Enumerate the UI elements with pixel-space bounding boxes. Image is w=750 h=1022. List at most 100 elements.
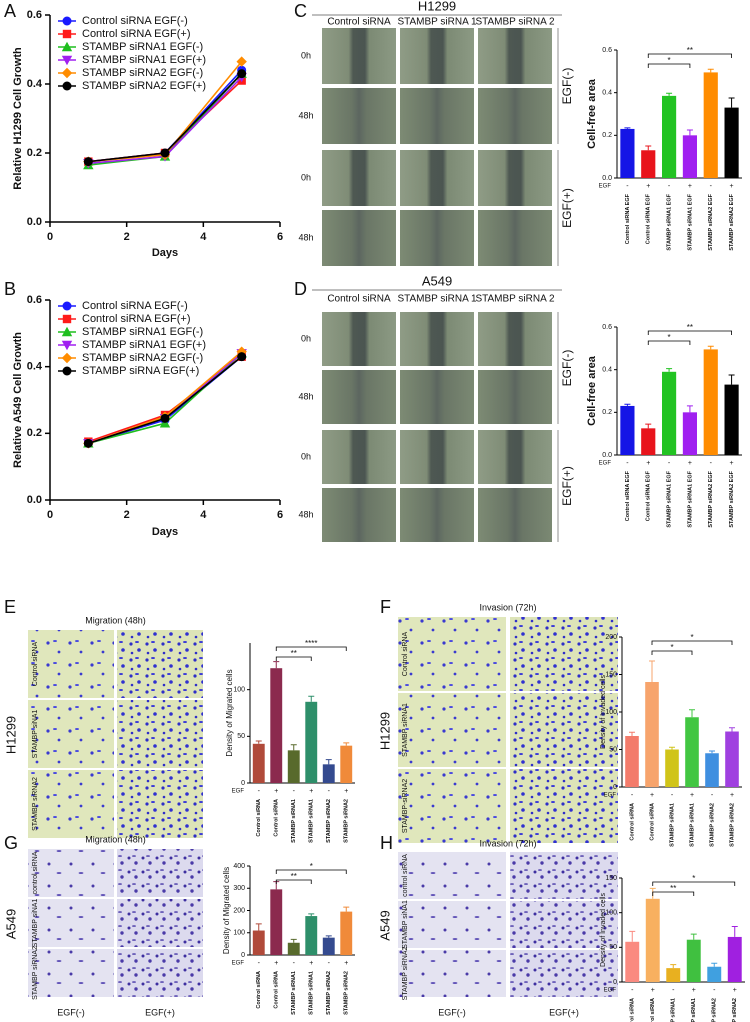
cell-line-label: A549	[3, 909, 18, 939]
y-tick-label: 0.4	[602, 367, 612, 374]
panel-title: Migration (48h)	[85, 615, 146, 625]
legend-label: Control siRNA EGF(+)	[82, 28, 191, 40]
egf-label: EGF	[599, 461, 612, 467]
y-tick-label: 0.4	[27, 361, 43, 373]
group-label: EGF(+)	[560, 466, 574, 506]
panel-title: A549	[422, 273, 452, 288]
error-bar	[645, 145, 652, 151]
bar	[665, 749, 679, 787]
marker	[62, 314, 72, 324]
egf-sign: +	[274, 960, 278, 967]
column-label: EGF(+)	[145, 1007, 175, 1017]
x-tick-label: STAMBP siRNA1	[669, 803, 675, 847]
scratch-image	[478, 28, 552, 84]
significance-label: **	[687, 46, 693, 55]
transwell-image	[28, 899, 114, 947]
x-tick-label: 2	[124, 509, 130, 521]
egf-sign: +	[309, 960, 313, 967]
x-tick-label: STAMBP siRNA1 EGF	[667, 193, 673, 250]
legend-label: STAMBP siRNA EGF(+)	[82, 365, 199, 377]
transwell-image	[28, 770, 114, 838]
error-bar	[325, 935, 332, 938]
egf-sign: +	[344, 788, 348, 795]
scratch-image	[400, 28, 474, 84]
bar	[252, 743, 265, 783]
bar	[666, 968, 681, 982]
x-tick-label: Control siRNA EGF	[646, 470, 652, 521]
row-label: control siRNA	[402, 854, 409, 897]
transwell-image	[398, 769, 506, 843]
x-tick-label: Control siRNA EGF	[625, 470, 631, 521]
x-tick-label: 6	[277, 509, 283, 521]
row-label: 48h	[298, 232, 313, 242]
bar	[322, 764, 335, 783]
panel-letter: A	[4, 1, 16, 21]
y-tick-label: 0.2	[602, 409, 612, 416]
x-axis-label: Days	[152, 526, 178, 538]
marker	[62, 301, 72, 311]
scratch-image	[322, 150, 396, 206]
x-tick-label: STAMBP siRNA1 EGF	[687, 193, 693, 250]
bar	[625, 736, 639, 787]
bar	[682, 412, 697, 455]
egf-sign: -	[631, 792, 634, 799]
x-tick-label: Control siRNA EGF	[625, 193, 631, 244]
bar	[270, 668, 283, 783]
egf-sign: -	[328, 788, 331, 795]
egf-sign: -	[710, 460, 713, 467]
egf-sign: -	[293, 788, 296, 795]
significance-bracket	[647, 340, 691, 345]
x-tick-label: STAMBP siRNA2 EGF	[729, 470, 735, 527]
x-tick-label: Control siRNA	[630, 998, 636, 1022]
x-tick-label: Control siRNA	[274, 971, 280, 1009]
transwell-image	[510, 693, 618, 767]
egf-sign: +	[690, 792, 694, 799]
transwell-image	[117, 899, 203, 947]
scratch-image	[322, 488, 396, 542]
x-tick-label: STAMBP siRNA2 EGF	[708, 193, 714, 250]
x-tick-label: 6	[277, 231, 283, 243]
marker	[61, 67, 73, 79]
significance-label: *	[668, 56, 671, 65]
egf-sign: +	[344, 960, 348, 967]
transwell-image	[117, 949, 203, 997]
x-axis-label: Days	[152, 247, 178, 259]
panel-title: Migration (48h)	[85, 834, 146, 844]
significance-bracket	[651, 650, 693, 655]
y-tick-label: 0	[613, 784, 617, 791]
row-label: STAMBP siNA1	[32, 710, 39, 759]
bar	[270, 889, 283, 955]
transwell-image	[398, 617, 506, 691]
egf-sign: -	[711, 792, 714, 799]
x-tick-label: STAMBP siRNA1	[291, 799, 297, 843]
x-tick-label: STAMBP siRNA2	[712, 998, 718, 1022]
scratch-image	[400, 150, 474, 206]
scratch-image	[478, 150, 552, 206]
error-bar	[690, 933, 697, 940]
error-bar	[729, 727, 735, 732]
bar	[645, 898, 660, 982]
legend-label: STAMBP siRNA2 EGF(-)	[82, 352, 203, 364]
error-bar	[343, 906, 350, 912]
bar	[705, 753, 719, 787]
significance-bracket	[275, 646, 347, 651]
y-tick-label: 300	[233, 885, 245, 892]
significance-bracket	[652, 881, 736, 886]
error-bar	[629, 731, 635, 736]
column-label: EGF(+)	[549, 1007, 579, 1017]
scratch-image	[322, 88, 396, 144]
x-tick-label: STAMBP siRNA1 EGF	[667, 470, 673, 527]
column-label: Control siRNA	[327, 294, 391, 305]
bar	[287, 942, 300, 955]
legend-label: STAMBP siRNA1 EGF(+)	[82, 339, 206, 351]
cell-line-label: H1299	[3, 716, 18, 754]
y-tick-label: 0	[241, 952, 245, 959]
y-tick-label: 0.2	[27, 147, 42, 159]
marker	[83, 157, 93, 167]
x-tick-label: STAMBP siRNA2 EGF	[729, 193, 735, 250]
marker	[62, 81, 72, 91]
column-label: STAMBP siRNA 2	[475, 17, 555, 28]
egf-sign: +	[274, 788, 278, 795]
bar	[340, 911, 353, 955]
egf-sign: +	[688, 460, 692, 467]
